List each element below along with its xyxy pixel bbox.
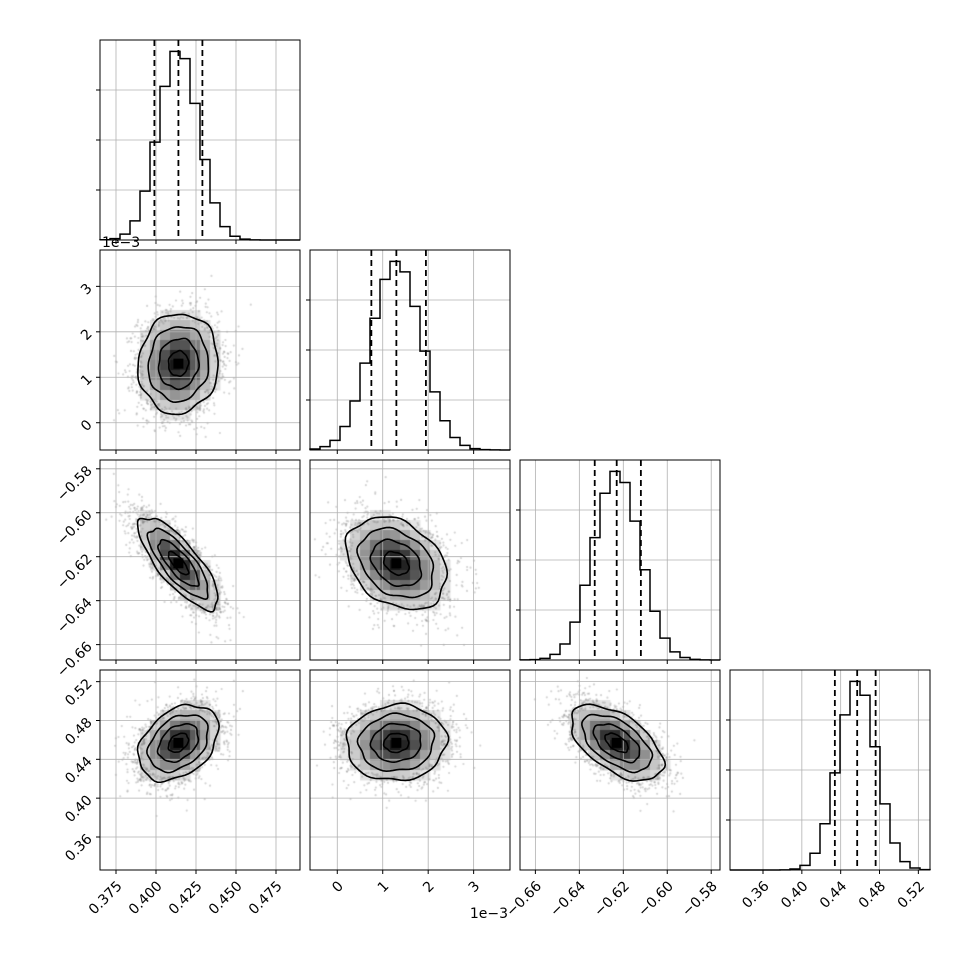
x-tick-label: 0.44 bbox=[817, 878, 850, 911]
x-tick-label: 2 bbox=[420, 878, 438, 896]
x-tick-label: 0.36 bbox=[739, 878, 772, 911]
axes-frame bbox=[519, 459, 721, 661]
x-tick-label: −0.64 bbox=[547, 878, 589, 920]
histogram-0 bbox=[99, 50, 300, 241]
x-tick-label: 0.450 bbox=[206, 878, 246, 918]
contour-3-1-1 bbox=[369, 722, 422, 763]
mode-marker bbox=[611, 737, 622, 748]
mode-marker bbox=[173, 358, 184, 369]
contour-3-2-1 bbox=[592, 723, 641, 764]
x-tick-label: −0.62 bbox=[591, 878, 633, 920]
offset-label-y: 1e−3 bbox=[102, 235, 140, 251]
axes-frame bbox=[729, 669, 931, 871]
axes-frame bbox=[519, 669, 721, 871]
x-tick-label: 0.475 bbox=[246, 878, 286, 918]
y-tick-label: −0.58 bbox=[54, 463, 96, 505]
contour-2-1-0 bbox=[382, 550, 411, 577]
x-tick-label: 1 bbox=[375, 878, 393, 896]
x-tick-label: 0.375 bbox=[86, 878, 126, 918]
mode-marker bbox=[173, 558, 184, 569]
contour-3-2-2 bbox=[581, 713, 654, 774]
axes-frame bbox=[309, 669, 511, 871]
y-tick-label: −0.60 bbox=[54, 507, 96, 549]
contour-2-0-1 bbox=[157, 538, 200, 587]
histogram-3 bbox=[730, 680, 931, 871]
density-3-2 bbox=[520, 670, 720, 870]
contour-2-1-2 bbox=[356, 526, 435, 599]
contour-3-1-3 bbox=[345, 702, 450, 782]
contour-2-1-3 bbox=[344, 516, 449, 611]
histogram-1 bbox=[309, 260, 511, 451]
contour-1-0-2 bbox=[147, 326, 210, 403]
x-tick-label: 0.52 bbox=[895, 878, 928, 911]
x-tick-label: −0.58 bbox=[679, 878, 721, 920]
contour-3-0-2 bbox=[146, 714, 209, 774]
y-tick-label: −0.64 bbox=[54, 595, 96, 637]
contour-1-0-3 bbox=[137, 313, 219, 416]
x-tick-label: 0.48 bbox=[856, 878, 889, 911]
density-3-0 bbox=[100, 670, 300, 870]
axes-frame bbox=[309, 459, 511, 661]
y-tick-label: 2 bbox=[78, 326, 96, 344]
contour-3-1-2 bbox=[356, 712, 436, 772]
histogram-2 bbox=[519, 470, 721, 661]
contour-2-1-1 bbox=[369, 538, 423, 588]
contour-3-0-1 bbox=[156, 722, 200, 764]
x-tick-label: 3 bbox=[466, 878, 484, 896]
y-tick-label: 0.48 bbox=[62, 715, 95, 748]
x-tick-label: −0.66 bbox=[503, 878, 545, 920]
axes-frame bbox=[99, 459, 301, 661]
axes-frame bbox=[309, 249, 511, 451]
density-1-0 bbox=[100, 250, 300, 450]
offset-label-x: 1e−3 bbox=[470, 906, 508, 922]
axes-frame bbox=[99, 669, 301, 871]
contour-1-0-1 bbox=[157, 337, 200, 391]
contour-3-0-0 bbox=[167, 732, 190, 753]
density-2-1 bbox=[310, 460, 510, 660]
contour-3-0-3 bbox=[136, 703, 220, 784]
contour-3-1-0 bbox=[382, 732, 410, 754]
x-tick-label: 0 bbox=[329, 878, 347, 896]
x-tick-label: −0.60 bbox=[635, 878, 677, 920]
y-tick-label: 0.40 bbox=[62, 792, 95, 825]
mode-marker bbox=[391, 737, 402, 748]
axes-frame bbox=[99, 39, 301, 241]
contour-2-0-2 bbox=[146, 527, 209, 601]
y-tick-label: 1 bbox=[78, 372, 96, 390]
x-tick-label: 0.40 bbox=[778, 878, 811, 911]
mode-marker bbox=[391, 558, 402, 569]
contour-2-0-0 bbox=[167, 550, 190, 576]
y-tick-label: 3 bbox=[78, 281, 96, 299]
x-tick-label: 0.425 bbox=[166, 878, 206, 918]
y-tick-label: 0.52 bbox=[62, 676, 95, 709]
y-tick-label: −0.62 bbox=[54, 551, 96, 593]
axes-frame bbox=[99, 249, 301, 451]
x-tick-label: 0.400 bbox=[126, 878, 166, 918]
y-tick-label: −0.66 bbox=[54, 639, 96, 681]
mode-marker bbox=[173, 737, 184, 748]
contour-3-2-3 bbox=[571, 703, 667, 782]
contour-1-0-0 bbox=[167, 349, 190, 377]
contour-3-2-0 bbox=[604, 732, 629, 754]
y-tick-label: 0.44 bbox=[62, 754, 95, 787]
y-tick-label: 0.36 bbox=[62, 831, 95, 864]
density-3-1 bbox=[310, 670, 510, 870]
y-tick-label: 0 bbox=[78, 417, 96, 435]
contour-2-0-3 bbox=[136, 517, 219, 613]
